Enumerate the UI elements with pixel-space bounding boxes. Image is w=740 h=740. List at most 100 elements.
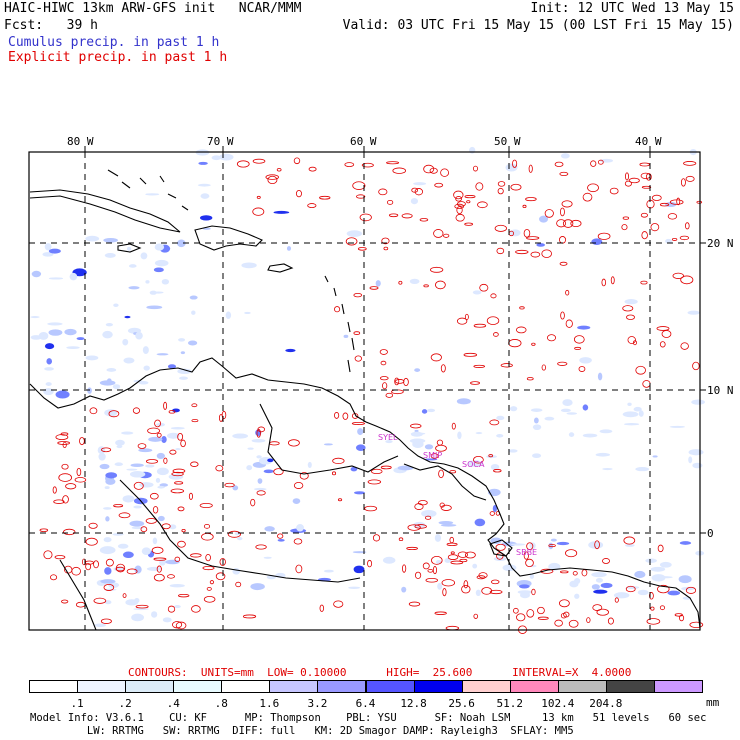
explicit-contour bbox=[93, 597, 107, 604]
explicit-contour bbox=[85, 537, 98, 546]
explicit-contour bbox=[610, 276, 615, 285]
explicit-contour bbox=[676, 197, 681, 206]
cumulus-cell bbox=[121, 431, 134, 435]
explicit-contour bbox=[394, 377, 400, 386]
cumulus-cell bbox=[679, 541, 692, 545]
explicit-contour bbox=[624, 180, 632, 187]
cumulus-cell bbox=[149, 290, 157, 295]
cumulus-cell bbox=[401, 586, 407, 593]
cumulus-cell bbox=[385, 440, 393, 444]
cumulus-cell bbox=[382, 556, 396, 564]
cumulus-cell bbox=[199, 215, 213, 221]
explicit-contour bbox=[622, 305, 634, 312]
legend-color-box bbox=[461, 680, 511, 693]
legend-color-box bbox=[317, 680, 367, 693]
cumulus-cell bbox=[669, 425, 686, 428]
cumulus-precip-layer bbox=[30, 146, 705, 627]
model-info-line1: Model Info: V3.6.1 CU: KF MP: Thompson P… bbox=[30, 712, 707, 724]
explicit-contour bbox=[357, 247, 367, 251]
explicit-contour bbox=[206, 586, 212, 591]
cumulus-cell bbox=[99, 546, 116, 555]
explicit-contour bbox=[671, 237, 678, 241]
explicit-contour bbox=[149, 492, 159, 500]
cumulus-cell bbox=[397, 465, 414, 471]
explicit-contour bbox=[651, 194, 662, 201]
explicit-contour bbox=[308, 166, 317, 172]
cumulus-cell bbox=[410, 431, 423, 437]
explicit-contour bbox=[640, 212, 648, 218]
explicit-contour bbox=[481, 587, 493, 595]
cumulus-cell bbox=[536, 243, 545, 247]
cumulus-cell bbox=[155, 477, 161, 483]
explicit-contour bbox=[388, 213, 399, 218]
cumulus-cell bbox=[126, 468, 138, 471]
cumulus-cell bbox=[161, 278, 170, 285]
legend-color-box bbox=[605, 680, 655, 693]
cumulus-cell bbox=[599, 429, 613, 434]
cumulus-cell bbox=[253, 487, 267, 491]
cumulus-cell bbox=[273, 210, 290, 214]
cumulus-cell bbox=[566, 412, 578, 415]
explicit-contour bbox=[177, 540, 186, 548]
legend-tick-label: .1 bbox=[70, 697, 84, 710]
explicit-contour bbox=[565, 319, 573, 328]
explicit-contour bbox=[646, 618, 661, 625]
cumulus-cell bbox=[645, 558, 658, 563]
cumulus-cell bbox=[593, 589, 608, 594]
cumulus-cell bbox=[625, 543, 635, 547]
explicit-contour bbox=[559, 171, 569, 177]
explicit-contour bbox=[526, 542, 534, 551]
cumulus-cell bbox=[582, 404, 589, 411]
explicit-contour bbox=[435, 444, 447, 452]
lat-label-20n: 20 N bbox=[707, 237, 734, 250]
explicit-contour bbox=[174, 556, 181, 562]
cumulus-cell bbox=[519, 591, 531, 599]
explicit-contour bbox=[188, 492, 193, 500]
explicit-contour bbox=[145, 518, 157, 524]
explicit-contour bbox=[354, 355, 362, 362]
legend-explicit-label: Explicit precip. in past 1 h bbox=[8, 50, 228, 65]
cumulus-cell bbox=[568, 432, 575, 437]
explicit-contour bbox=[560, 207, 565, 217]
explicit-contour bbox=[434, 182, 444, 188]
cumulus-cell bbox=[595, 452, 611, 457]
explicit-contour bbox=[456, 206, 463, 215]
cumulus-cell bbox=[191, 310, 196, 315]
cumulus-cell bbox=[129, 470, 146, 478]
explicit-contour bbox=[423, 164, 435, 174]
explicit-contour bbox=[172, 468, 186, 474]
explicit-contour bbox=[486, 316, 500, 326]
cumulus-cell bbox=[130, 463, 144, 468]
explicit-contour bbox=[203, 523, 211, 529]
cumulus-cell bbox=[414, 429, 419, 433]
cumulus-cell bbox=[104, 567, 112, 575]
lon-label-40w: 40 W bbox=[635, 135, 662, 148]
cumulus-cell bbox=[519, 584, 530, 589]
cumulus-cell bbox=[412, 440, 424, 448]
explicit-contour bbox=[598, 159, 604, 165]
explicit-contour bbox=[57, 441, 70, 445]
explicit-contour bbox=[419, 218, 429, 222]
explicit-contour bbox=[659, 605, 666, 611]
explicit-contour bbox=[573, 335, 585, 344]
explicit-contour bbox=[344, 162, 355, 167]
explicit-contour bbox=[453, 190, 464, 200]
cumulus-cell bbox=[651, 574, 666, 582]
cumulus-cell bbox=[692, 462, 703, 469]
explicit-contour bbox=[565, 549, 578, 558]
explicit-contour bbox=[472, 165, 479, 172]
explicit-contour bbox=[218, 413, 224, 422]
explicit-contour bbox=[475, 182, 484, 191]
legend-color-box bbox=[653, 680, 703, 693]
cumulus-cell bbox=[667, 590, 681, 596]
cumulus-cell bbox=[286, 246, 292, 251]
explicit-contour bbox=[108, 410, 120, 418]
lat-label-0: 0 bbox=[707, 527, 714, 540]
explicit-contour bbox=[689, 621, 704, 628]
explicit-contour bbox=[441, 579, 456, 587]
explicit-contour bbox=[369, 286, 379, 290]
explicit-contour bbox=[379, 349, 388, 355]
lat-lon-grid bbox=[29, 152, 700, 630]
cumulus-cell bbox=[105, 516, 110, 522]
explicit-contour bbox=[455, 196, 463, 202]
